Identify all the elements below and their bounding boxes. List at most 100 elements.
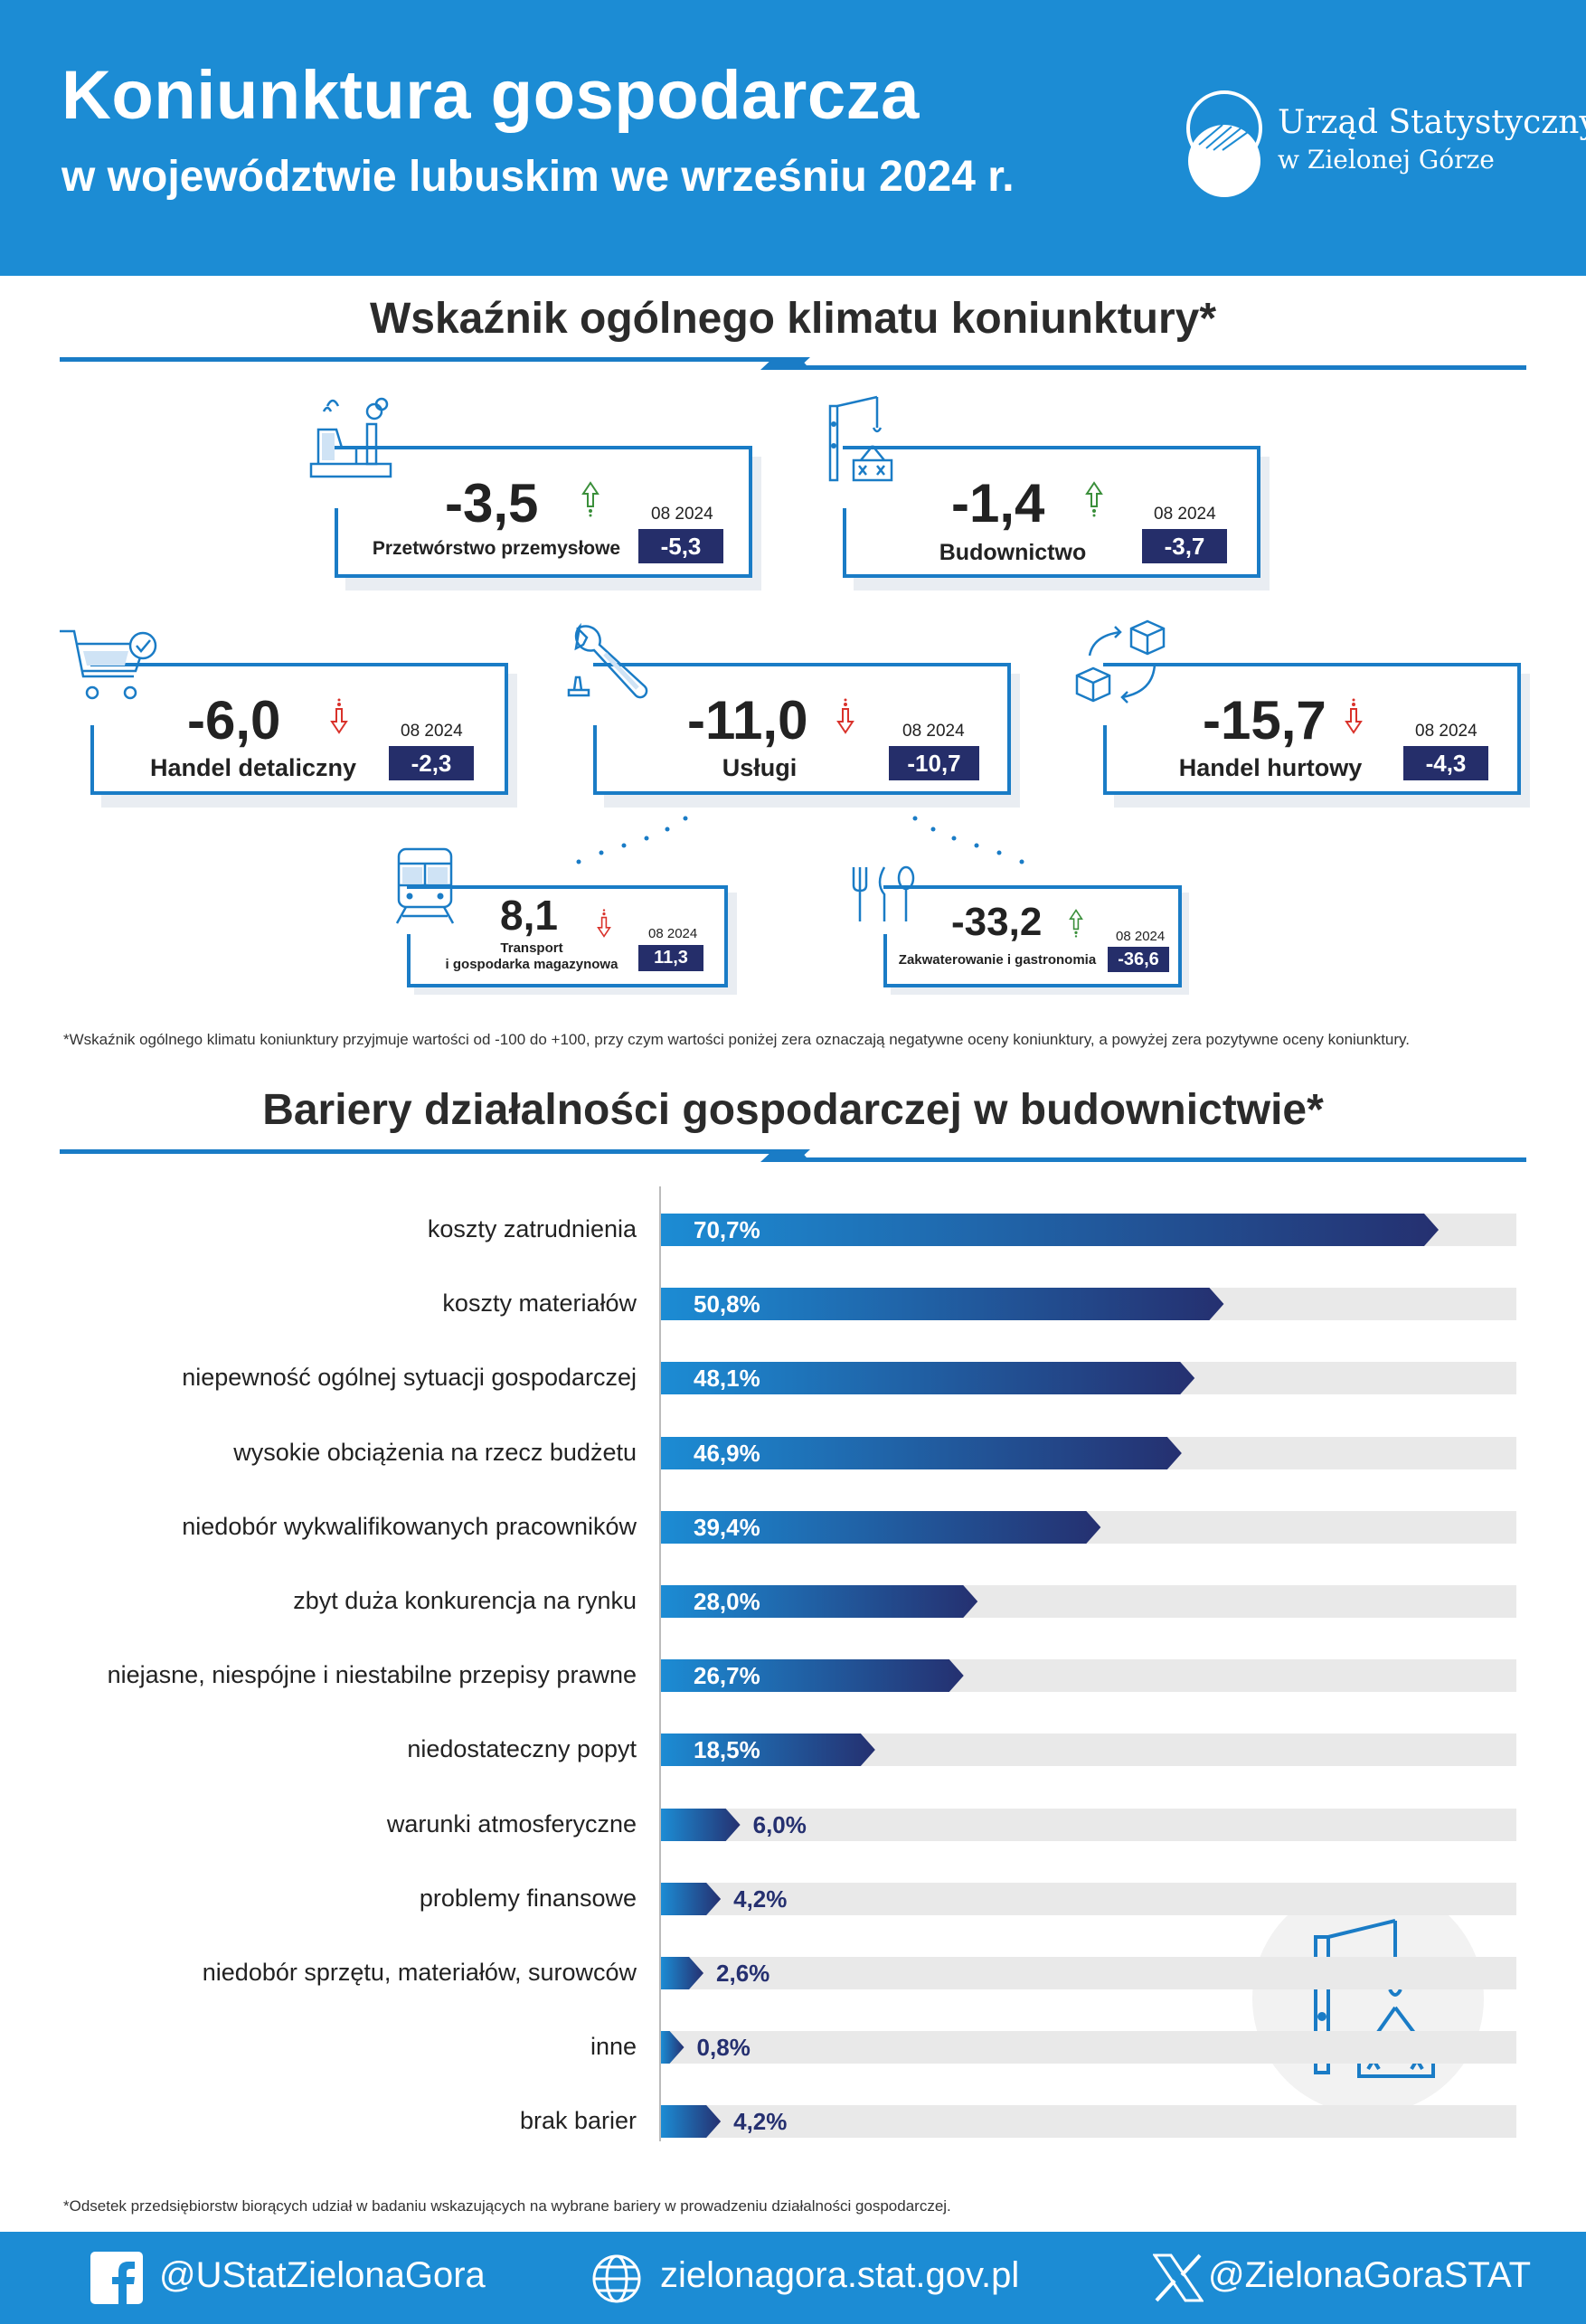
bar-category-label: inne: [590, 2033, 637, 2061]
label-zakwaterowanie: Zakwaterowanie i gastronomia: [898, 952, 1097, 968]
label-budownictwo: Budownictwo: [939, 540, 1087, 565]
crane-icon: [828, 395, 893, 482]
bar-category-label: koszty zatrudnienia: [427, 1215, 637, 1242]
bar-track: [661, 1957, 1516, 1989]
bar-category-label: niedobór wykwalifikowanych pracowników: [182, 1512, 637, 1540]
climate-footnote: *Wskaźnik ogólnego klimatu koniunktury p…: [63, 1031, 1411, 1048]
card-frame: [335, 508, 751, 578]
decorative-dots: [912, 816, 1024, 864]
trend-down-icon: [836, 698, 854, 734]
bar: [661, 1882, 722, 1915]
institution-logo-icon: [1186, 90, 1262, 197]
value-zakwaterowanie: -33,2: [951, 900, 1043, 944]
bar-value-label: 48,1%: [694, 1365, 760, 1393]
trend-down-icon: [1345, 698, 1363, 734]
barriers-bar-chart: koszty zatrudnienia 70,7% koszty materiałó…: [0, 1186, 1586, 2141]
prev-value-przetworstwo: -5,3: [638, 529, 723, 563]
bar-category-label: wysokie obciążenia na rzecz budżetu: [233, 1438, 637, 1466]
label-uslugi: Usługi: [722, 754, 798, 781]
logo-name: Urząd Statystyczny: [1278, 104, 1586, 141]
card-frame: [90, 725, 506, 795]
prev-value-budownictwo: -3,7: [1142, 529, 1227, 563]
x-link[interactable]: @ZielonaGoraSTAT: [1208, 2255, 1532, 2295]
x-logo-icon[interactable]: [1153, 2253, 1204, 2302]
wrench-icon: [567, 622, 648, 699]
bar-category-label: brak barier: [519, 2107, 637, 2135]
bar: [661, 1957, 704, 1989]
trend-down-icon: [330, 698, 348, 734]
value-transport: 8,1: [500, 892, 558, 939]
bar-value-label: 4,2%: [733, 1885, 788, 1913]
bar-value-label: 6,0%: [752, 1810, 807, 1838]
globe-icon[interactable]: [591, 2253, 642, 2304]
bar-value-label: 26,7%: [694, 1662, 760, 1690]
bar: [661, 2105, 722, 2139]
label-handel-hurtowy: Handel hurtowy: [1178, 754, 1363, 781]
bar: [661, 1362, 1195, 1395]
card-frame: [1103, 725, 1519, 795]
bar-category-label: zbyt duża konkurencja na rynku: [293, 1587, 637, 1614]
section-divider: [60, 357, 1526, 370]
bar-value-label: 28,0%: [694, 1588, 760, 1615]
climate-section-title: Wskaźnik ogólnego klimatu koniunktury*: [369, 295, 1217, 343]
barriers-footnote: *Odsetek przedsiębiorstw biorących udzia…: [63, 2197, 951, 2215]
prev-value-handel-hurtowy: -4,3: [1403, 746, 1488, 780]
prev-value-uslugi: -10,7: [889, 746, 979, 780]
bar-chart-axis: [659, 1186, 661, 2141]
bar: [661, 1734, 875, 1767]
bar: [661, 1585, 978, 1618]
trend-up-icon: [1069, 909, 1083, 938]
card-frame: [843, 508, 1259, 578]
label-handel-detaliczny: Handel detaliczny: [149, 754, 357, 781]
prev-period-label: 08 2024: [1116, 929, 1166, 944]
bar-category-label: warunki atmosferyczne: [386, 1809, 637, 1837]
bar: [661, 1510, 1101, 1544]
bar-track: [661, 1882, 1516, 1915]
decorative-dots: [576, 816, 688, 864]
bar-value-label: 18,5%: [694, 1736, 760, 1764]
bar-value-label: 50,8%: [694, 1290, 760, 1318]
trend-up-icon: [581, 481, 599, 517]
bar-track: [661, 2105, 1516, 2139]
bar-value-label: 46,9%: [694, 1439, 760, 1467]
bar-value-label: 70,7%: [694, 1216, 760, 1243]
boxes-cycle-icon: [1075, 619, 1166, 704]
logo-subtitle: w Zielonej Górze: [1278, 145, 1495, 175]
bar-category-label: niedostateczny popyt: [407, 1735, 637, 1763]
value-przetworstwo: -3,5: [445, 473, 539, 534]
page-title: Koniunktura gospodarcza: [61, 57, 920, 134]
shopping-cart-icon: [60, 629, 157, 700]
bar: [661, 1659, 964, 1693]
header-banner: [0, 0, 1586, 276]
bar: [661, 1288, 1224, 1321]
prev-period-label: 08 2024: [648, 926, 698, 941]
card-frame: [593, 725, 1009, 795]
factory-icon: [309, 397, 392, 478]
prev-value-zakwaterowanie: -36,6: [1108, 947, 1169, 972]
value-uslugi: -11,0: [687, 690, 808, 751]
facebook-link[interactable]: @UStatZielonaGora: [159, 2255, 486, 2295]
section-divider: [60, 1149, 1526, 1162]
card-frame: [407, 934, 726, 987]
page-subtitle: w województwie lubuskim we wrześniu 2024…: [61, 153, 1015, 201]
bar: [661, 2031, 684, 2064]
prev-period-label: 08 2024: [651, 505, 713, 524]
value-handel-hurtowy: -15,7: [1203, 690, 1326, 751]
value-handel-detaliczny: -6,0: [187, 690, 281, 751]
bar-value-label: 2,6%: [716, 1960, 770, 1987]
footer: [0, 2232, 1586, 2324]
prev-period-label: 08 2024: [1415, 722, 1477, 741]
barriers-section-title: Bariery działalności gospodarczej w budo…: [262, 1086, 1324, 1134]
card-frame: [883, 934, 1180, 987]
cutlery-icon: [852, 865, 915, 921]
website-link[interactable]: zielonagora.stat.gov.pl: [660, 2255, 1020, 2295]
facebook-icon[interactable]: [90, 2252, 143, 2304]
prev-value-handel-detaliczny: -2,3: [389, 746, 474, 780]
bar-value-label: 39,4%: [694, 1513, 760, 1541]
label-przetworstwo: Przetwórstwo przemysłowe: [372, 538, 621, 559]
bar-value-label: 4,2%: [733, 2108, 788, 2136]
trend-down-icon: [597, 909, 611, 938]
bar: [661, 1214, 1439, 1246]
prev-value-transport: 11,3: [638, 945, 703, 971]
card-zakwaterowanie: [883, 885, 1182, 987]
